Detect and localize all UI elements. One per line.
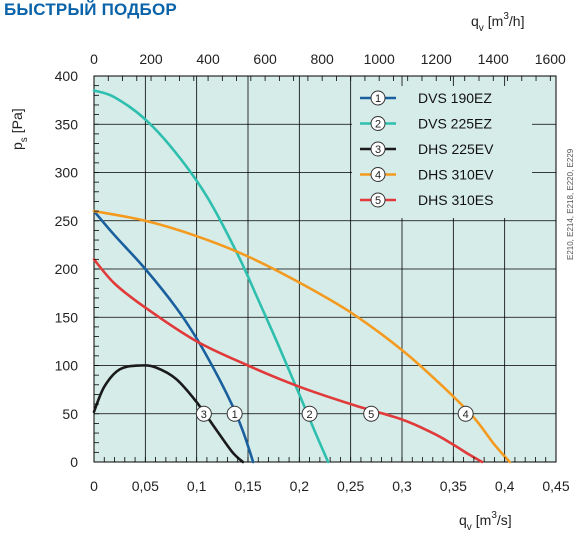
curve-marker-2 bbox=[301, 405, 318, 422]
legend-marker-label: 2 bbox=[375, 119, 381, 131]
curve-marker-label: 1 bbox=[232, 409, 238, 421]
x-tick-label: 0,25 bbox=[337, 478, 364, 494]
x2-tick-label: 1400 bbox=[478, 51, 509, 67]
page-title: БЫСТРЫЙ ПОДБОР bbox=[4, 0, 177, 19]
legend-marker-label: 4 bbox=[375, 170, 381, 182]
x-tick-label: 0,3 bbox=[392, 478, 412, 494]
x-axis-label: qv [m3/s] bbox=[459, 510, 512, 533]
side-note: E210, E214, E218, E220, E229 bbox=[566, 148, 575, 260]
x-tick-label: 0,05 bbox=[132, 478, 159, 494]
curve-marker-3 bbox=[195, 405, 212, 422]
x-tick-label: 0,2 bbox=[290, 478, 310, 494]
curve-marker-label: 5 bbox=[368, 409, 374, 421]
legend-entry: DHS 225EV bbox=[418, 141, 494, 157]
axis-layer: 0 0,05 0,1 0,15 0,2 0,25 0,3 0,35 0,4 0,45 0 200 400… bbox=[55, 51, 570, 494]
x2-tick-label: 0 bbox=[90, 51, 98, 67]
legend-marker-3 bbox=[370, 141, 386, 157]
legend-marker-1 bbox=[370, 90, 386, 106]
series-line-4 bbox=[92, 209, 512, 464]
x2-axis-label: qv [m3/h] bbox=[471, 11, 525, 34]
y-tick-label: 200 bbox=[55, 261, 79, 277]
x-tick-label: 0,15 bbox=[234, 478, 261, 494]
series-line-3 bbox=[92, 364, 245, 464]
y-tick-label: 300 bbox=[55, 165, 79, 181]
curve-marker-1 bbox=[226, 405, 243, 422]
legend-entry: DHS 310EV bbox=[418, 167, 494, 183]
legend-entry: DVS 225EZ bbox=[418, 116, 492, 132]
legend-marker-4 bbox=[370, 167, 386, 182]
curve-marker-4 bbox=[457, 405, 474, 422]
series-line-5 bbox=[92, 258, 484, 464]
y-tick-label: 400 bbox=[55, 68, 79, 84]
x-tick-label: 0,45 bbox=[542, 478, 569, 494]
legend-marker-5 bbox=[370, 192, 386, 208]
x2-tick-label: 600 bbox=[253, 51, 277, 67]
curve-marker-5 bbox=[363, 405, 380, 422]
x2-tick-label: 800 bbox=[310, 51, 334, 67]
y-tick-label: 0 bbox=[70, 454, 78, 470]
x2-tick-label: 200 bbox=[139, 51, 163, 67]
curve-marker-label: 4 bbox=[463, 409, 469, 421]
x2-tick-label: 1200 bbox=[421, 51, 452, 67]
x2-tick-label: 400 bbox=[196, 51, 220, 67]
series-layer bbox=[92, 89, 512, 464]
y-tick-label: 250 bbox=[55, 213, 79, 229]
marker-layer: 1 2 3 4 5 bbox=[195, 405, 474, 422]
x2-tick-label: 1600 bbox=[535, 51, 566, 67]
legend-marker-2 bbox=[370, 116, 386, 131]
y-tick-label: 100 bbox=[55, 358, 79, 374]
legend-marker-label: 5 bbox=[375, 195, 381, 207]
legend: 1 DVS 190EZ 2 DVS 225EZ 3 DHS 225EV 4 DHS 310EV… bbox=[352, 86, 532, 218]
y-tick-label: 50 bbox=[62, 406, 78, 422]
x-tick-label: 0,35 bbox=[440, 478, 467, 494]
x2-tick-label: 1000 bbox=[364, 51, 395, 67]
series-line-1 bbox=[92, 209, 255, 464]
curve-marker-label: 3 bbox=[201, 409, 207, 421]
legend-marker-label: 1 bbox=[375, 93, 381, 105]
y-tick-label: 350 bbox=[55, 116, 79, 132]
y-tick-label: 150 bbox=[55, 309, 79, 325]
curve-marker-label: 2 bbox=[307, 409, 313, 421]
x-tick-label: 0,1 bbox=[187, 478, 207, 494]
legend-entry: DHS 310ES bbox=[418, 192, 493, 208]
y-axis-label: ps[Pa] bbox=[9, 108, 30, 150]
x-tick-label: 0 bbox=[90, 478, 98, 494]
legend-entry: DVS 190EZ bbox=[418, 90, 492, 106]
x-tick-label: 0,4 bbox=[495, 478, 515, 494]
series-line-2 bbox=[92, 89, 330, 464]
legend-marker-label: 3 bbox=[375, 144, 381, 156]
